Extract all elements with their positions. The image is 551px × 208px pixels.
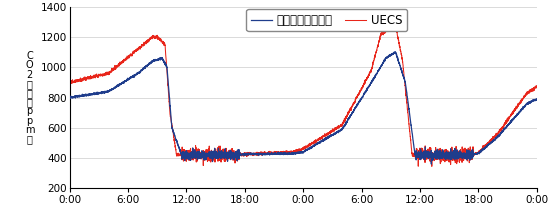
UECS [392, 22, 399, 25]
Y-axis label: C
O
2
濃
度
（
p
p
m
）: C O 2 濃 度 （ p p m ） [25, 51, 34, 144]
プロファインダー [266, 154, 273, 156]
UECS [429, 165, 435, 168]
プロファインダー [67, 96, 73, 99]
Line: UECS: UECS [70, 24, 537, 166]
プロファインダー [263, 153, 269, 155]
UECS [496, 129, 503, 132]
Line: プロファインダー: プロファインダー [70, 52, 537, 164]
プロファインダー [533, 99, 540, 101]
プロファインダー [288, 153, 295, 155]
プロファインダー [406, 109, 412, 111]
UECS [266, 152, 273, 155]
UECS [406, 123, 412, 125]
プロファインダー [496, 134, 503, 137]
UECS [288, 151, 295, 154]
プロファインダー [519, 107, 526, 109]
UECS [263, 152, 269, 154]
Legend: プロファインダー, UECS: プロファインダー, UECS [246, 9, 407, 31]
プロファインダー [428, 163, 435, 165]
プロファインダー [392, 51, 398, 53]
UECS [67, 80, 73, 83]
UECS [519, 98, 526, 100]
UECS [533, 86, 540, 89]
